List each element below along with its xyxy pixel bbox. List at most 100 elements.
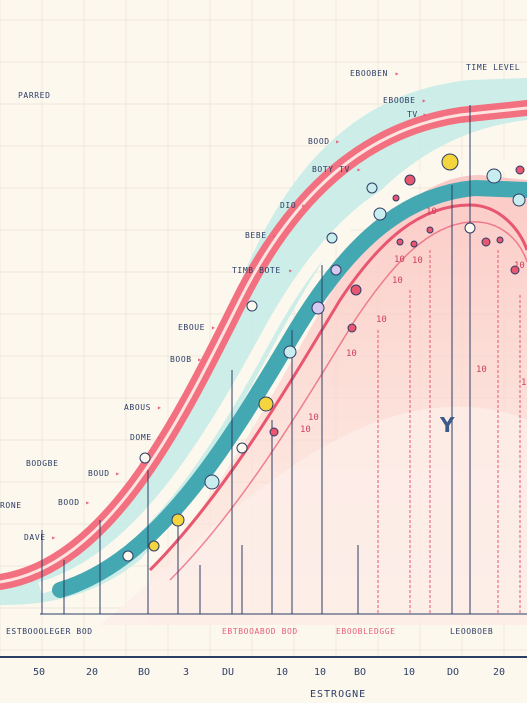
red-curve: [148, 203, 527, 572]
x-tick-label: 20: [493, 667, 505, 678]
data-point: [311, 301, 325, 315]
data-point: [515, 165, 525, 175]
x-tick-label: BO: [138, 667, 150, 678]
bottom-label: EBOOBLEDGGE: [336, 627, 396, 636]
data-point: [404, 174, 416, 186]
annotation-arrow: ▸: [422, 96, 427, 105]
data-point: [441, 153, 459, 171]
center-label: Y: [439, 413, 455, 437]
data-point: [373, 207, 387, 221]
annotation-arrow: ▸: [197, 355, 202, 364]
annotation-arrow: ▸: [288, 266, 293, 275]
left-label: BODGBE: [26, 459, 59, 468]
value-label: 10: [412, 256, 423, 266]
x-tick-label: 50: [33, 667, 45, 678]
data-point: [330, 264, 342, 276]
bottom-label: EBTBOOABOD BOD: [222, 627, 298, 636]
annotation-arrow: ▸: [51, 533, 56, 542]
annotation-arrow: ▸: [395, 69, 400, 78]
drop-lines: [41, 105, 521, 614]
x-tick-label: DU: [222, 667, 234, 678]
pale-bottom-area: [100, 406, 527, 625]
data-point: [139, 452, 151, 464]
data-point: [347, 323, 357, 333]
x-axis-title: ESTROGNE: [310, 689, 366, 700]
value-label: 10: [300, 425, 311, 435]
annotation-label: BOOB: [170, 355, 192, 364]
value-label: 10: [521, 378, 527, 388]
value-label: 10: [376, 315, 387, 325]
data-point: [171, 513, 185, 527]
value-label: 10: [346, 349, 357, 359]
bottom-label: ESTBOOOLEGER BOD: [6, 627, 93, 636]
data-point: [246, 300, 258, 312]
annotation-label: BOOD: [308, 137, 330, 146]
left-label: RONE: [0, 501, 22, 510]
data-point: [258, 396, 274, 412]
data-point: [326, 232, 338, 244]
pale-gap-band: [38, 159, 527, 594]
teal-band: [52, 179, 527, 598]
annotation-label: DAVE: [24, 533, 46, 542]
value-label: 10: [394, 255, 405, 265]
annotation-label: TIMB BOTE: [232, 266, 281, 275]
data-point: [204, 474, 220, 490]
annotation-label: BOUD: [88, 469, 110, 478]
annotation-arrow: ▸: [157, 403, 162, 412]
data-point: [496, 236, 504, 244]
left-label: PARRED: [18, 91, 51, 100]
x-tick-label: BO: [354, 667, 366, 678]
data-point: [486, 168, 502, 184]
x-tick-label: 10: [276, 667, 288, 678]
data-point: [510, 265, 520, 275]
data-point: [392, 194, 400, 202]
value-label: 10: [308, 413, 319, 423]
annotation-label: TV: [407, 110, 418, 119]
annotation-label: BEBE: [245, 231, 267, 240]
annotation-label: EBOOBE: [383, 96, 416, 105]
data-point: [410, 240, 418, 248]
annotation-arrow: ▸: [301, 201, 306, 210]
data-point: [426, 226, 434, 234]
bottom-label: LEOOBOEB: [450, 627, 493, 636]
data-point: [481, 237, 491, 247]
annotation-label: BOTY TV: [312, 165, 350, 174]
annotation-label: DIO: [280, 201, 296, 210]
annotation-label: DOME: [130, 433, 152, 442]
annotation-arrow: ▸: [211, 323, 216, 332]
annotation-arrow: ▸: [423, 110, 428, 119]
x-tick-label: 3: [183, 667, 189, 678]
value-label: 10: [476, 365, 487, 375]
data-point: [366, 182, 378, 194]
red-curve-2: [169, 221, 527, 581]
annotation-arrow: ▸: [157, 433, 162, 442]
annotations: EBOOBEN ▸ TIME LEVEL ▸ EBOOBE ▸ TV ▸ BOOD ▸ BOTY T…: [0, 63, 527, 542]
annotation-arrow: ▸: [115, 469, 120, 478]
annotation-arrow: ▸: [272, 231, 277, 240]
x-tick-label: DO: [447, 667, 459, 678]
annotation-arrow: ▸: [85, 498, 90, 507]
annotation-label: EBOUE: [178, 323, 205, 332]
annotation-label: TIME LEVEL: [466, 63, 520, 72]
pink-band-highlight: [0, 106, 527, 584]
annotation-label: ABOUS: [124, 403, 151, 412]
annotation-arrow: ▸: [335, 137, 340, 146]
data-point: [148, 540, 160, 552]
data-point: [464, 222, 476, 234]
bottom-labels: ESTBOOOLEGER BOD EBTBOOABOD BOD EBOOBLEDGG…: [6, 627, 493, 636]
data-point: [122, 550, 134, 562]
data-point: [236, 442, 248, 454]
data-point: [269, 427, 279, 437]
x-tick-labels: 50 20 BO 3 DU 10 10 BO 10 DO 20: [33, 667, 505, 678]
data-point: [283, 345, 297, 359]
x-tick-label: 10: [314, 667, 326, 678]
annotation-label: EBOOBEN: [350, 69, 388, 78]
x-tick-label: 20: [86, 667, 98, 678]
annotation-arrow: ▸: [357, 165, 362, 174]
data-point: [512, 193, 526, 207]
data-point: [396, 238, 404, 246]
annotation-label: BOOD: [58, 498, 80, 507]
value-label: 10: [426, 207, 437, 217]
